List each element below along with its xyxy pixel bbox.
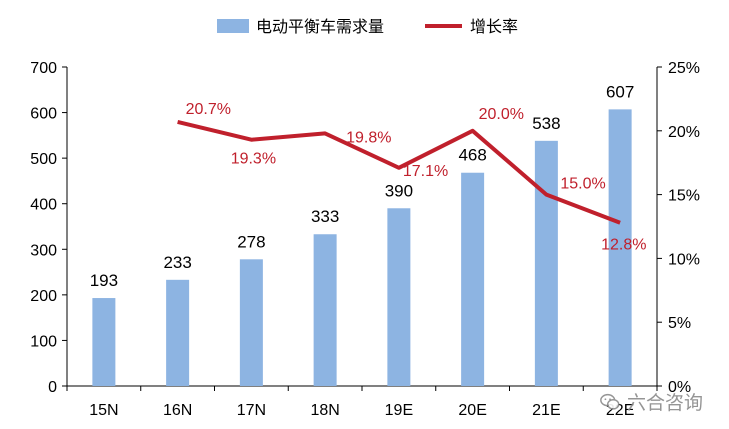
watermark-text: 六合咨询 <box>626 392 703 414</box>
bar <box>608 109 632 386</box>
bar-data-label: 278 <box>237 232 265 251</box>
growth-rate-line <box>177 119 621 225</box>
watermark: 六合咨询 <box>599 388 703 415</box>
left-axis-tick-label: 700 <box>30 60 57 77</box>
bar <box>313 234 337 386</box>
right-axis-tick-label: 20% <box>668 124 700 141</box>
bar <box>534 140 558 386</box>
right-axis-tick-label: 0% <box>668 379 691 396</box>
left-axis-tick-label: 0 <box>48 379 57 396</box>
bar <box>166 279 190 386</box>
legend: 电动平衡车需求量 增长率 <box>217 18 518 36</box>
wechat-icon <box>600 393 620 410</box>
left-axis-tick-label: 100 <box>30 333 57 350</box>
bar-data-label: 468 <box>458 146 486 165</box>
right-axis-tick-label: 5% <box>668 315 691 332</box>
bar <box>92 298 116 386</box>
x-axis-tick-label: 21E <box>532 402 560 419</box>
left-axis-tick-label: 200 <box>30 288 57 305</box>
bar-data-label: 390 <box>385 181 413 200</box>
line-data-label: 19.8% <box>346 129 391 146</box>
bar-data-label: 233 <box>163 253 191 272</box>
left-axis-tick-label: 400 <box>30 197 57 214</box>
axes: 0 100 200 300 400 500 600 700 0% 5% 10% 15% 20% 25% 15… <box>30 60 700 419</box>
bar <box>461 172 485 386</box>
line-data-label: 17.1% <box>403 163 448 180</box>
left-axis-tick-label: 600 <box>30 106 57 123</box>
x-axis-tick-label: 15N <box>89 402 118 419</box>
legend-line-label: 增长率 <box>470 18 518 36</box>
right-axis-tick-label: 15% <box>668 188 700 205</box>
legend-bar-swatch <box>217 19 249 33</box>
bar-data-label: 538 <box>532 114 560 133</box>
x-axis-tick-label: 17N <box>237 402 266 419</box>
x-axis-tick-label: 20E <box>458 402 486 419</box>
line-data-label: 20.0% <box>479 106 524 123</box>
line-data-label: 12.8% <box>601 237 646 254</box>
bar-data-label: 193 <box>90 271 118 290</box>
right-axis-tick-label: 10% <box>668 251 700 268</box>
bar <box>387 208 411 386</box>
x-axis-tick-label: 18N <box>310 402 339 419</box>
line-data-label: 15.0% <box>560 176 605 193</box>
bar-data-label: 607 <box>606 82 634 101</box>
line-series <box>177 119 621 225</box>
x-axis-tick-label: 16N <box>163 402 192 419</box>
left-axis-tick-label: 300 <box>30 242 57 259</box>
legend-bar-label: 电动平衡车需求量 <box>256 18 384 36</box>
left-axis-tick-label: 500 <box>30 151 57 168</box>
x-axis-tick-label: 19E <box>385 402 413 419</box>
bar <box>239 259 263 386</box>
bar-data-labels: 193 233 278 333 390 468 538 607 <box>90 82 635 290</box>
line-data-label: 20.7% <box>186 101 231 118</box>
line-data-labels: 20.7% 19.3% 19.8% 17.1% 20.0% 15.0% 12.8% <box>186 101 647 254</box>
right-axis-tick-label: 25% <box>668 60 700 77</box>
bar-data-label: 333 <box>311 207 339 226</box>
line-data-label: 19.3% <box>231 151 276 168</box>
bar-series <box>92 109 632 386</box>
